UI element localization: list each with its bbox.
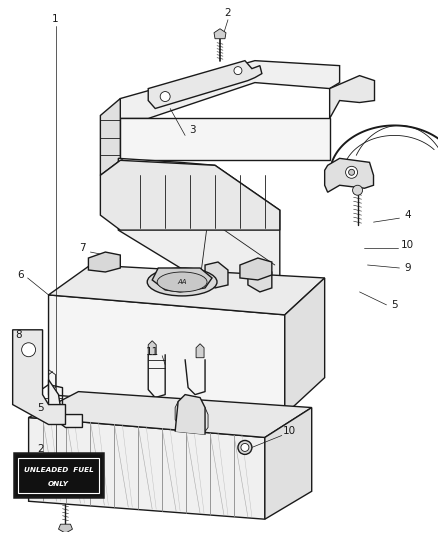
Polygon shape bbox=[324, 158, 373, 192]
Polygon shape bbox=[240, 258, 271, 280]
Polygon shape bbox=[264, 408, 311, 519]
Polygon shape bbox=[100, 160, 279, 230]
Polygon shape bbox=[100, 99, 120, 175]
Text: 10: 10 bbox=[400, 240, 413, 250]
Text: 9: 9 bbox=[403, 263, 410, 273]
Ellipse shape bbox=[147, 268, 216, 296]
Text: 5: 5 bbox=[37, 402, 44, 413]
Text: 2: 2 bbox=[224, 8, 231, 18]
Circle shape bbox=[21, 343, 35, 357]
Polygon shape bbox=[148, 341, 156, 355]
Text: 4: 4 bbox=[403, 210, 410, 220]
Polygon shape bbox=[120, 61, 339, 118]
Polygon shape bbox=[49, 379, 82, 427]
Circle shape bbox=[352, 185, 362, 195]
Circle shape bbox=[237, 440, 251, 455]
Text: 8: 8 bbox=[15, 330, 22, 340]
Text: AA: AA bbox=[177, 279, 187, 285]
Polygon shape bbox=[214, 29, 226, 39]
Circle shape bbox=[233, 67, 241, 75]
Polygon shape bbox=[329, 76, 374, 118]
Ellipse shape bbox=[157, 272, 207, 292]
Text: UNLEADED  FUEL: UNLEADED FUEL bbox=[24, 467, 93, 473]
Polygon shape bbox=[196, 344, 204, 358]
Text: 7: 7 bbox=[79, 243, 85, 253]
Text: 5: 5 bbox=[390, 300, 397, 310]
Polygon shape bbox=[205, 262, 227, 288]
Polygon shape bbox=[175, 394, 205, 434]
Polygon shape bbox=[148, 61, 261, 109]
Text: 11: 11 bbox=[145, 347, 159, 357]
Text: 1: 1 bbox=[52, 14, 59, 24]
Text: ONLY: ONLY bbox=[48, 481, 69, 487]
Polygon shape bbox=[88, 252, 120, 272]
Polygon shape bbox=[28, 392, 311, 438]
Polygon shape bbox=[28, 417, 264, 519]
Polygon shape bbox=[49, 265, 324, 315]
Text: 6: 6 bbox=[17, 270, 24, 280]
Polygon shape bbox=[13, 330, 65, 424]
FancyBboxPatch shape bbox=[14, 454, 103, 497]
Polygon shape bbox=[120, 118, 329, 160]
Text: 2: 2 bbox=[37, 445, 44, 455]
Polygon shape bbox=[49, 295, 284, 415]
Polygon shape bbox=[284, 278, 324, 415]
Polygon shape bbox=[247, 262, 271, 292]
Circle shape bbox=[240, 443, 248, 451]
Polygon shape bbox=[152, 268, 212, 292]
Text: 3: 3 bbox=[188, 125, 195, 135]
Polygon shape bbox=[118, 158, 279, 280]
Circle shape bbox=[345, 166, 357, 178]
Circle shape bbox=[348, 169, 354, 175]
Polygon shape bbox=[58, 524, 72, 533]
Text: 10: 10 bbox=[283, 426, 296, 437]
Circle shape bbox=[160, 92, 170, 101]
